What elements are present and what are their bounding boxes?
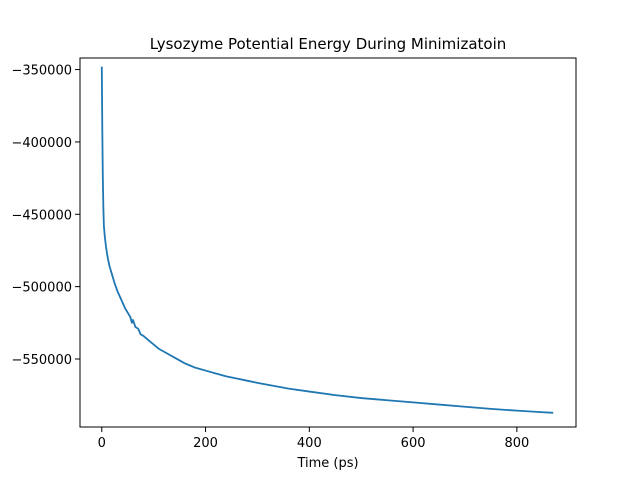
y-tick-label: −500000 xyxy=(11,281,72,296)
y-axis-ticks: −350000 −400000 −450000 −500000 −550000 xyxy=(11,64,80,368)
x-tick-label: 800 xyxy=(504,436,529,451)
x-tick-label: 400 xyxy=(297,436,322,451)
y-tick-label: −450000 xyxy=(11,208,72,223)
x-tick-label: 200 xyxy=(193,436,218,451)
x-axis-ticks: 0 200 400 600 800 xyxy=(98,427,529,451)
x-tick-label: 600 xyxy=(401,436,426,451)
series-line xyxy=(100,66,554,414)
series-layer xyxy=(100,66,554,414)
y-tick-label: −350000 xyxy=(11,64,72,79)
chart-title: Lysozyme Potential Energy During Minimiz… xyxy=(150,35,507,53)
x-axis-label: Time (ps) xyxy=(296,456,358,471)
y-tick-label: −550000 xyxy=(11,353,72,368)
x-tick-label: 0 xyxy=(98,436,106,451)
y-tick-label: −400000 xyxy=(11,136,72,151)
plot-frame xyxy=(79,57,577,428)
